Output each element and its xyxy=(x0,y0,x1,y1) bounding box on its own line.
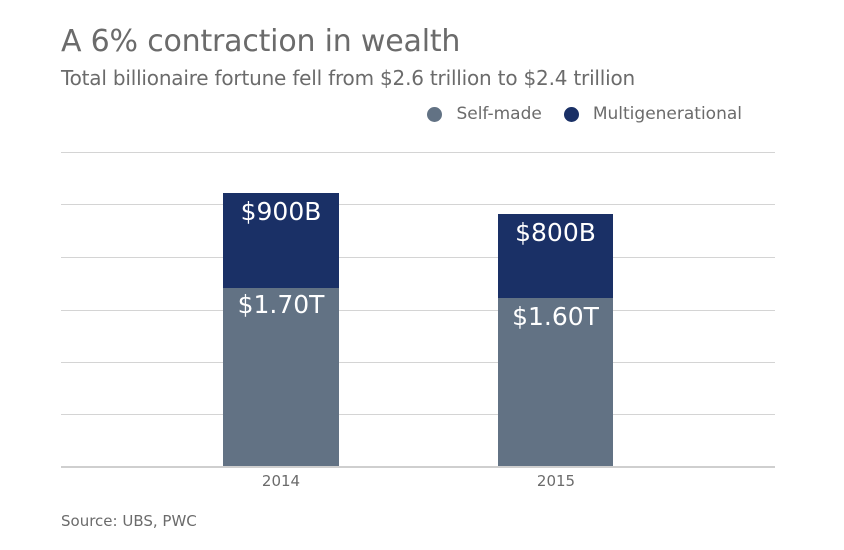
legend: Self-made Multigenerational xyxy=(405,104,742,124)
gridline xyxy=(61,152,775,153)
bar-segment-self-made: $1.70T xyxy=(223,288,339,467)
legend-dot-icon xyxy=(563,106,579,122)
legend-dot-icon xyxy=(427,106,443,122)
chart-title: A 6% contraction in wealth xyxy=(61,24,461,59)
bar-value-label: $800B xyxy=(515,218,596,247)
bar-value-label: $900B xyxy=(240,197,322,226)
gridline xyxy=(61,414,775,415)
plot-area: $900B $1.70T $800B $1.60T xyxy=(61,152,775,468)
source-note: Source: UBS, PWC xyxy=(61,512,197,530)
x-tick-label: 2015 xyxy=(536,472,576,490)
bar-value-label: $1.60T xyxy=(512,302,599,331)
bar-segment-self-made: $1.60T xyxy=(498,298,613,467)
legend-item-self-made: Self-made xyxy=(427,104,542,124)
legend-item-multigenerational: Multigenerational xyxy=(563,104,742,124)
legend-label: Multigenerational xyxy=(592,104,742,124)
bar-segment-multigenerational: $800B xyxy=(498,214,613,298)
gridline xyxy=(61,310,775,311)
x-axis-baseline xyxy=(61,466,775,468)
bar-2015: $800B $1.60T xyxy=(498,214,613,467)
x-tick-label: 2014 xyxy=(261,472,301,490)
chart-subtitle: Total billionaire fortune fell from $2.6… xyxy=(61,66,636,90)
gridline xyxy=(61,362,775,363)
legend-label: Self-made xyxy=(456,104,542,124)
bar-2014: $900B $1.70T xyxy=(223,193,339,467)
bar-segment-multigenerational: $900B xyxy=(223,193,339,288)
bar-value-label: $1.70T xyxy=(237,290,325,319)
gridline xyxy=(61,257,775,258)
gridline xyxy=(61,204,775,205)
